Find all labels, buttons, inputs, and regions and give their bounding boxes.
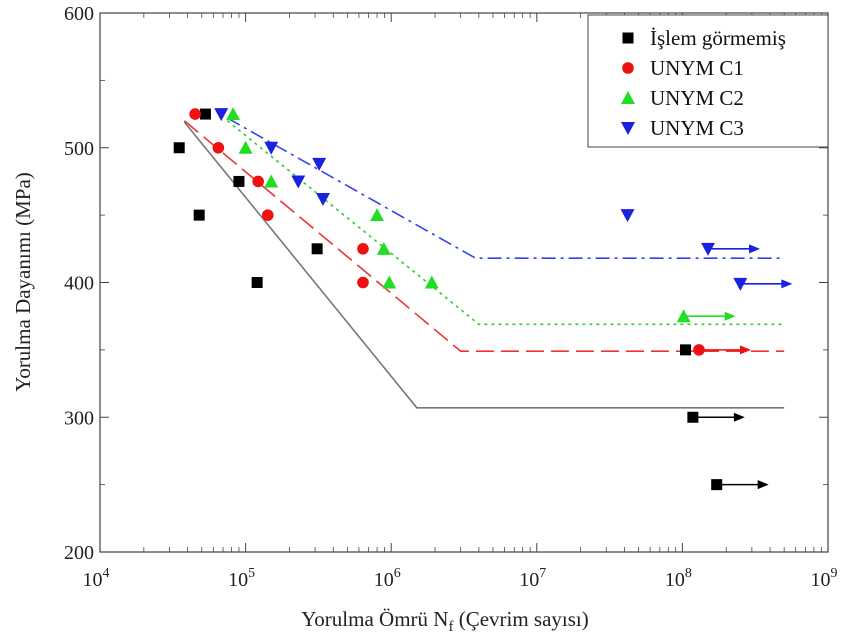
data-point xyxy=(264,141,279,155)
runout-arrow-head xyxy=(757,480,769,490)
data-point xyxy=(261,209,274,221)
data-point xyxy=(370,208,385,222)
data-point xyxy=(315,192,330,206)
data-point xyxy=(193,209,205,221)
data-point xyxy=(357,243,369,255)
x-tick-label: 105 xyxy=(228,566,255,591)
x-tick-label: 108 xyxy=(665,566,692,591)
data-point xyxy=(311,243,323,255)
y-tick-label: 300 xyxy=(64,407,94,429)
data-point xyxy=(424,275,439,289)
data-point xyxy=(264,174,279,188)
data-point xyxy=(173,142,185,154)
data-point xyxy=(233,175,245,187)
legend: İşlem görmemiş UNYM C1 UNYM C2 UNYM C3 xyxy=(587,14,829,148)
data-point xyxy=(238,140,253,154)
legend-entry: UNYM C3 xyxy=(650,116,744,140)
data-points xyxy=(173,107,748,491)
x-axis-label: Yorulma Ömrü Nf (Çevrim sayısı) xyxy=(301,607,589,635)
data-point xyxy=(252,175,264,188)
data-point xyxy=(620,209,635,223)
data-point xyxy=(733,277,748,291)
legend-marker xyxy=(621,91,635,104)
y-axis-label: Yorulma Dayanımı (MPa) xyxy=(11,172,35,392)
legend-marker xyxy=(621,122,635,135)
data-point xyxy=(676,309,691,323)
fit-line xyxy=(183,121,785,409)
legend-marker xyxy=(622,32,634,44)
runout-arrow-head xyxy=(739,345,751,355)
data-point xyxy=(701,242,716,256)
y-tick-label: 200 xyxy=(64,542,94,564)
x-tick-label: 106 xyxy=(374,566,401,591)
data-point xyxy=(251,277,263,288)
data-point xyxy=(312,157,327,171)
data-point xyxy=(226,107,241,121)
data-point xyxy=(291,175,306,189)
fit-line xyxy=(226,120,785,326)
runout-arrow-head xyxy=(749,244,761,254)
data-point xyxy=(214,108,229,122)
fit-line xyxy=(227,117,785,260)
y-tick-label: 400 xyxy=(64,273,94,295)
legend-entry: UNYM C2 xyxy=(650,86,744,110)
x-tick-label: 107 xyxy=(519,566,546,591)
data-point xyxy=(212,141,225,154)
legend-entry: İşlem görmemiş xyxy=(650,26,786,50)
fit-lines xyxy=(183,117,785,409)
data-point xyxy=(199,108,211,120)
y-tick-label: 600 xyxy=(64,3,94,25)
legend-entry: UNYM C1 xyxy=(650,56,744,80)
data-point xyxy=(693,344,705,356)
data-point xyxy=(687,411,699,423)
data-point xyxy=(376,241,391,255)
axis-tick-labels: 104 105 106 107 108 109 200 300 400 500 600 xyxy=(64,3,838,591)
fit-line xyxy=(183,120,785,353)
x-tick-label: 104 xyxy=(83,566,110,591)
runout-arrow-head xyxy=(781,279,793,289)
data-point xyxy=(711,479,723,491)
x-tick-label: 109 xyxy=(811,566,838,591)
data-point xyxy=(382,275,397,289)
runout-arrow-head xyxy=(724,311,736,321)
legend-marker xyxy=(622,62,634,74)
y-tick-label: 500 xyxy=(64,138,94,160)
runout-arrows xyxy=(683,244,793,490)
data-point xyxy=(357,276,369,289)
data-point xyxy=(189,108,201,120)
axis-ticks xyxy=(99,12,829,553)
runout-arrow-head xyxy=(733,412,745,422)
data-point xyxy=(679,344,691,356)
